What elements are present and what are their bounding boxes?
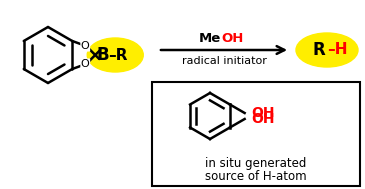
Text: in situ generated: in situ generated xyxy=(205,157,307,170)
Text: radical initiator: radical initiator xyxy=(181,56,266,66)
Text: R: R xyxy=(313,41,325,59)
Bar xyxy=(152,82,360,186)
Text: B: B xyxy=(97,46,110,64)
Ellipse shape xyxy=(296,33,358,67)
Ellipse shape xyxy=(87,38,143,72)
Text: O: O xyxy=(81,59,90,69)
Text: Me: Me xyxy=(199,32,221,44)
Text: OH: OH xyxy=(251,112,275,126)
Text: O: O xyxy=(81,41,90,51)
Text: OH: OH xyxy=(221,32,243,44)
Text: source of H-atom: source of H-atom xyxy=(205,170,307,183)
Text: –H: –H xyxy=(327,43,347,57)
Text: OH: OH xyxy=(251,106,275,120)
Text: –R: –R xyxy=(108,47,128,63)
